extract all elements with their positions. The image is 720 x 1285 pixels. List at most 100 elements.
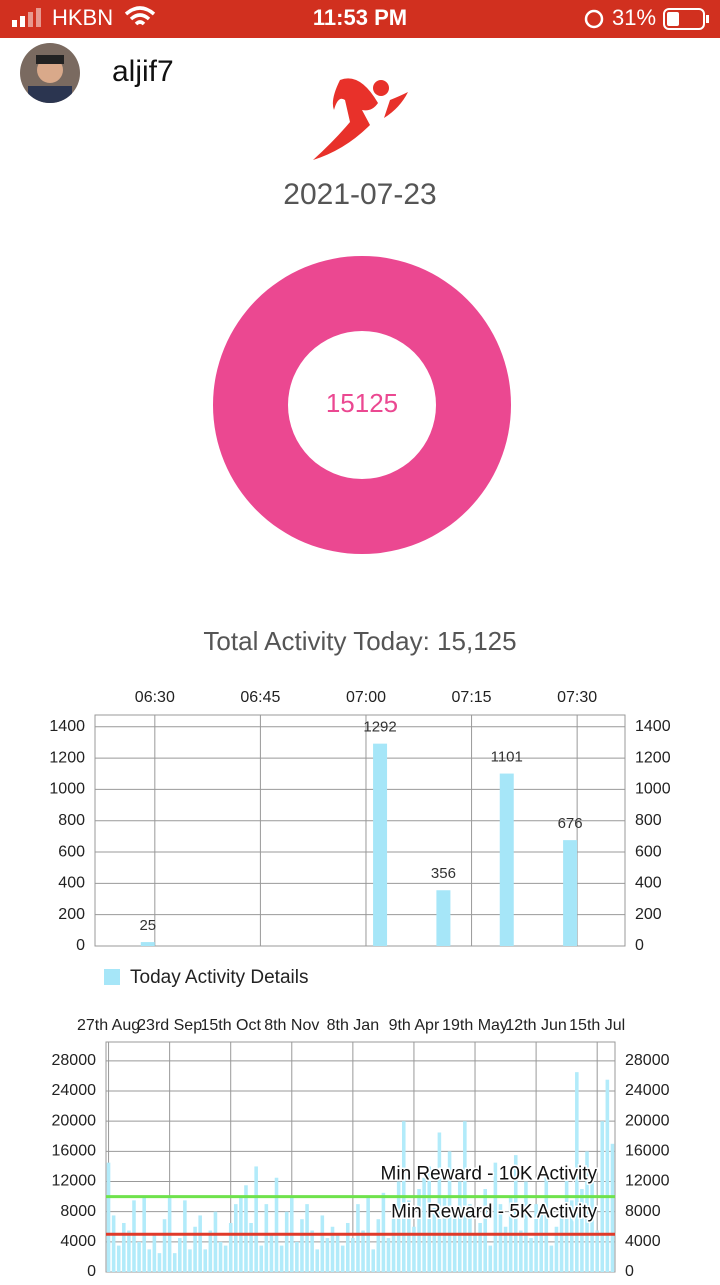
bar (499, 773, 514, 946)
signal-icon (12, 8, 41, 27)
y2-tick-label: 24000 (625, 1082, 670, 1099)
data-label: 356 (431, 865, 456, 882)
y2-tick-label: 400 (635, 875, 662, 892)
bar (483, 1189, 487, 1272)
bar (407, 1200, 411, 1272)
bar (351, 1238, 355, 1272)
bar (569, 1200, 574, 1272)
bar (132, 1200, 136, 1272)
x-tick-label: 23rd Sep (137, 1017, 202, 1034)
username: aljif7 (112, 55, 174, 88)
alarm-icon (584, 9, 604, 29)
y2-tick-label: 1000 (635, 781, 671, 798)
bar (340, 1245, 345, 1272)
bar (381, 1192, 386, 1272)
y-tick-label: 24000 (52, 1082, 97, 1099)
carrier: HKBN (52, 5, 113, 30)
bar (493, 1162, 498, 1272)
y2-tick-label: 28000 (625, 1052, 670, 1069)
donut-center-value: 15125 (326, 388, 398, 418)
bar (544, 1173, 549, 1272)
bar (208, 1230, 213, 1272)
y-tick-label: 1000 (49, 781, 85, 798)
bar (218, 1241, 223, 1272)
bar (524, 1181, 528, 1272)
bar (305, 1204, 309, 1272)
x-tick-label: 07:00 (346, 689, 386, 706)
y-tick-label: 16000 (52, 1143, 97, 1160)
bar (172, 1253, 177, 1272)
bar (503, 1226, 508, 1272)
bar (580, 1189, 584, 1272)
y2-tick-label: 600 (635, 843, 662, 860)
battery-level (667, 12, 679, 26)
bar (417, 1189, 421, 1272)
battery-tip (706, 15, 709, 23)
y2-tick-label: 8000 (625, 1203, 661, 1220)
y2-tick-label: 1400 (635, 718, 671, 735)
x-tick-label: 12th Jun (505, 1017, 566, 1034)
y2-tick-label: 1200 (635, 749, 671, 766)
bar (590, 1173, 594, 1272)
bar (376, 1219, 381, 1272)
x-tick-label: 06:45 (240, 689, 280, 706)
bar (549, 1245, 554, 1272)
bar (488, 1245, 493, 1272)
bar (284, 1211, 289, 1272)
y-tick-label: 800 (58, 812, 85, 829)
y2-tick-label: 800 (635, 812, 662, 829)
bar (595, 1230, 599, 1272)
bar (373, 743, 388, 946)
y-tick-label: 200 (58, 906, 85, 923)
bar (193, 1226, 197, 1272)
x-tick-label: 07:15 (452, 689, 492, 706)
y2-tick-label: 12000 (625, 1173, 670, 1190)
bar (335, 1234, 340, 1272)
bar (554, 1226, 559, 1272)
bar (279, 1245, 284, 1272)
bar (264, 1204, 269, 1272)
bar (269, 1234, 274, 1272)
data-label: 1292 (363, 719, 396, 736)
bar (610, 1143, 615, 1272)
data-label: 1101 (491, 749, 523, 766)
bar (422, 1177, 426, 1272)
bar (203, 1249, 208, 1272)
bar (122, 1222, 126, 1272)
bar (457, 1181, 462, 1272)
bar (436, 890, 451, 946)
bar (473, 1234, 477, 1272)
legend-label: Today Activity Details (130, 967, 308, 988)
donut-segment (212, 255, 511, 555)
y-tick-label: 4000 (60, 1233, 96, 1250)
y2-tick-label: 4000 (625, 1233, 661, 1250)
bar (539, 1211, 543, 1272)
y2-tick-label: 0 (625, 1263, 634, 1280)
wifi-icon (124, 6, 156, 26)
y-tick-label: 20000 (52, 1112, 97, 1129)
bar (188, 1249, 192, 1272)
bar (300, 1219, 304, 1272)
bar (432, 1207, 437, 1272)
bar (259, 1245, 264, 1272)
y-tick-label: 1400 (49, 718, 85, 735)
x-tick-label: 07:30 (557, 689, 597, 706)
bar (254, 1166, 258, 1272)
reference-label: Min Reward - 5K Activity (391, 1201, 597, 1222)
bar (345, 1222, 350, 1272)
bar (605, 1079, 610, 1272)
bar (447, 1151, 452, 1272)
y2-tick-label: 20000 (625, 1112, 670, 1129)
bar (228, 1222, 233, 1272)
battery-icon (663, 8, 705, 30)
bar (468, 1204, 472, 1272)
avatar[interactable] (20, 43, 80, 106)
bar (274, 1177, 279, 1272)
x-tick-label: 27th Aug (77, 1017, 140, 1034)
bar (137, 1241, 141, 1272)
bar (111, 1215, 116, 1272)
bar (127, 1230, 131, 1272)
bar (198, 1215, 202, 1272)
y-tick-label: 400 (58, 875, 85, 892)
